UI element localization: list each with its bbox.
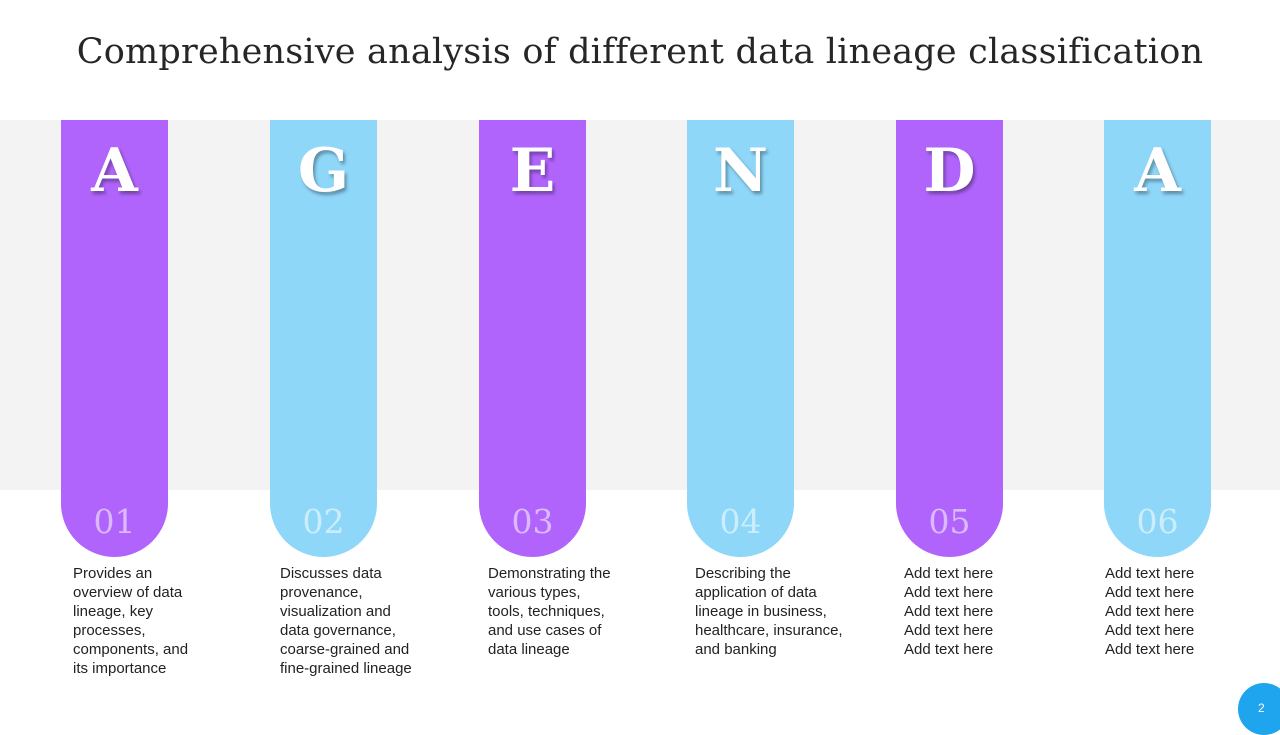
description-line: Provides an [73, 565, 153, 582]
description-line: Add text here [1105, 622, 1195, 639]
page-number: 2 [1258, 701, 1265, 715]
agenda-pill-1: A 01 [61, 120, 168, 557]
description-line: lineage in business, [695, 603, 827, 620]
description-line: Describing the [695, 565, 791, 582]
agenda-letter: A [1134, 136, 1181, 206]
description-line: various types, [488, 584, 581, 601]
description-line: tools, techniques, [488, 603, 605, 620]
description-line: visualization and [280, 603, 391, 620]
description-line: healthcare, insurance, [695, 622, 843, 639]
agenda-letter: E [509, 136, 556, 206]
agenda-letter: G [297, 136, 350, 206]
agenda-description-5: Add text here Add text here Add text her… [904, 564, 1064, 659]
agenda-letter: A [91, 136, 138, 206]
agenda-description-6: Add text here Add text here Add text her… [1105, 564, 1265, 659]
agenda-number: 06 [1136, 502, 1179, 541]
agenda-description-1: Provides an overview of data lineage, ke… [73, 564, 233, 678]
description-line: Discusses data [280, 565, 382, 582]
description-line: and use cases of [488, 622, 602, 639]
description-line: processes, [73, 622, 146, 639]
agenda-number: 04 [719, 502, 762, 541]
agenda-letter: N [713, 136, 768, 206]
description-line: Add text here [904, 641, 994, 658]
agenda-number: 01 [93, 502, 136, 541]
page-number-badge: 2 [1238, 683, 1280, 735]
page-title: Comprehensive analysis of different data… [76, 32, 1204, 72]
description-line: Add text here [1105, 584, 1195, 601]
agenda-letter: D [923, 136, 976, 206]
description-line: Add text here [1105, 565, 1195, 582]
description-line: Add text here [904, 622, 994, 639]
agenda-pill-6: A 06 [1104, 120, 1211, 557]
description-line: overview of data [73, 584, 183, 601]
description-line: and banking [695, 641, 777, 658]
description-line: Add text here [904, 565, 994, 582]
agenda-pill-2: G 02 [270, 120, 377, 557]
agenda-pill-5: D 05 [896, 120, 1003, 557]
description-line: Add text here [904, 603, 994, 620]
agenda-number: 02 [302, 502, 345, 541]
description-line: its importance [73, 660, 167, 677]
description-line: coarse-grained and [280, 641, 410, 658]
agenda-description-4: Describing the application of data linea… [695, 564, 855, 659]
agenda-pill-4: N 04 [687, 120, 794, 557]
background-band [0, 120, 1280, 490]
agenda-pill-3: E 03 [479, 120, 586, 557]
description-line: lineage, key [73, 603, 154, 620]
agenda-number: 03 [511, 502, 554, 541]
description-line: components, and [73, 641, 189, 658]
description-line: Add text here [904, 584, 994, 601]
agenda-number: 05 [928, 502, 971, 541]
description-line: provenance, [280, 584, 363, 601]
description-line: Add text here [1105, 603, 1195, 620]
description-line: Demonstrating the [488, 565, 611, 582]
agenda-description-3: Demonstrating the various types, tools, … [488, 564, 648, 659]
description-line: application of data [695, 584, 817, 601]
description-line: Add text here [1105, 641, 1195, 658]
description-line: fine-grained lineage [280, 660, 412, 677]
description-line: data lineage [488, 641, 570, 658]
agenda-description-2: Discusses data provenance, visualization… [280, 564, 440, 678]
description-line: data governance, [280, 622, 396, 639]
